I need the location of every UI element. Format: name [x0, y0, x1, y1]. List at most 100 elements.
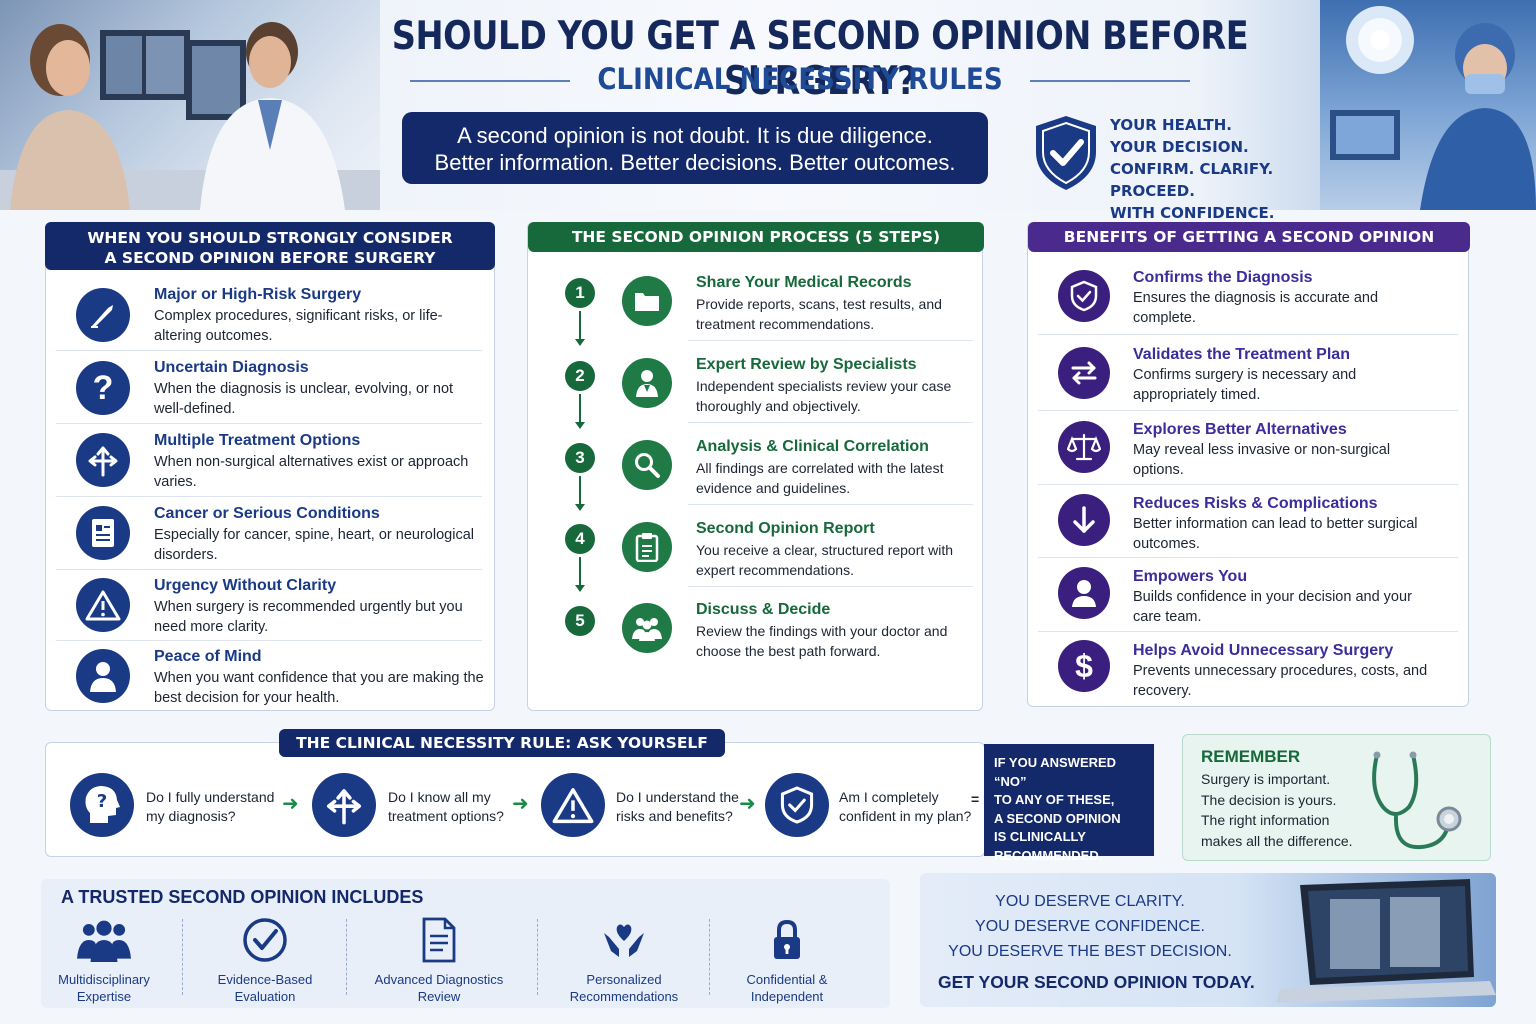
- step-arrowhead: [575, 339, 585, 346]
- benefit-title: Explores Better Alternatives: [1133, 421, 1347, 438]
- step-desc: You receive a clear, structured report w…: [696, 542, 954, 578]
- clipboard-icon: [622, 522, 672, 572]
- step-desc: Review the findings with your doctor and…: [696, 623, 948, 659]
- trusted-label: Expertise: [76, 989, 132, 1004]
- consider-heading: WHEN YOU SHOULD STRONGLY CONSIDER A SECO…: [45, 222, 495, 270]
- consider-item-desc: Complex procedures, significant risks, o…: [154, 308, 443, 344]
- divider: [537, 919, 538, 995]
- question-icon: ?: [76, 361, 130, 415]
- step-desc: Independent specialists review your case…: [696, 378, 952, 414]
- answer-line: A SECOND OPINION: [994, 810, 1121, 826]
- remember-line: The decision is yours.: [1201, 791, 1337, 808]
- consider-panel: WHEN YOU SHOULD STRONGLY CONSIDER A SECO…: [45, 222, 495, 711]
- shield-check-icon: [1032, 114, 1100, 192]
- benefit-title: Validates the Treatment Plan: [1133, 346, 1350, 363]
- consider-item-desc: Especially for cancer, spine, heart, or …: [154, 527, 474, 563]
- subtitle-divider-left: [410, 80, 570, 82]
- divider: [56, 350, 482, 351]
- divider: [56, 496, 482, 497]
- consider-item-title: Uncertain Diagnosis: [154, 359, 309, 376]
- closing-line: YOU DESERVE CONFIDENCE.: [975, 918, 1205, 935]
- equals-sign: =: [971, 791, 980, 807]
- trusted-item: Personalized Recommendations: [556, 915, 692, 1005]
- divider: [1038, 557, 1458, 558]
- question-line: treatment options?: [388, 808, 504, 824]
- divider: [56, 640, 482, 641]
- question-line: my diagnosis?: [146, 808, 236, 824]
- divider: [688, 504, 973, 505]
- person-icon: [1058, 567, 1110, 619]
- benefit-title: Reduces Risks & Complications: [1133, 495, 1378, 512]
- closing-lines: YOU DESERVE CLARITY. YOU DESERVE CONFIDE…: [920, 889, 1260, 964]
- stethoscope-icon: [1372, 751, 1462, 850]
- arrow-icon: ➜: [512, 793, 529, 815]
- trusted-includes-panel: A TRUSTED SECOND OPINION INCLUDES Multid…: [41, 879, 890, 1008]
- divider: [182, 919, 183, 995]
- trusted-label: Recommendations: [569, 989, 679, 1004]
- closing-line: YOU DESERVE THE BEST DECISION.: [948, 943, 1232, 960]
- answer-line: TO ANY OF THESE,: [994, 792, 1115, 807]
- answer-line: IF YOU ANSWERED “NO”: [994, 755, 1117, 789]
- divider: [346, 919, 347, 995]
- question-line: Do I know all my: [388, 789, 491, 805]
- divider: [709, 919, 710, 995]
- quote-line-2: Better information. Better decisions. Be…: [434, 150, 956, 175]
- benefit-desc: Builds confidence in your decision and y…: [1133, 589, 1412, 625]
- consider-heading-line-1: WHEN YOU SHOULD STRONGLY CONSIDER: [87, 229, 453, 247]
- closing-banner: YOU DESERVE CLARITY. YOU DESERVE CONFIDE…: [920, 873, 1496, 1007]
- shield-check-icon: [765, 773, 829, 837]
- consider-item-title: Cancer or Serious Conditions: [154, 505, 380, 522]
- consider-item-desc: When non-surgical alternatives exist or …: [154, 454, 469, 490]
- trusted-label: Personalized: [586, 972, 662, 987]
- health-line: YOUR DECISION.: [1110, 138, 1249, 156]
- split-arrows-icon: [76, 433, 130, 487]
- question-text: Do I know all my treatment options?: [388, 788, 504, 826]
- split-arrows-icon: [312, 773, 376, 837]
- trusted-item: Multidisciplinary Expertise: [49, 915, 159, 1005]
- doctor-icon: [622, 358, 672, 408]
- step-arrowhead: [575, 422, 585, 429]
- step-number: 4: [565, 524, 595, 554]
- health-line: CONFIRM. CLARIFY. PROCEED.: [1110, 160, 1274, 200]
- question-line: Am I completely: [839, 789, 939, 805]
- surgeon-operating-room-photo: [1320, 0, 1536, 210]
- trusted-title: A TRUSTED SECOND OPINION INCLUDES: [61, 887, 424, 907]
- benefit-desc: Ensures the diagnosis is accurate and co…: [1133, 290, 1379, 326]
- step-title: Discuss & Decide: [696, 601, 831, 618]
- step-arrowhead: [575, 585, 585, 592]
- scales-icon: [1058, 421, 1110, 473]
- step-arrowhead: [575, 504, 585, 511]
- answer-callout: IF YOU ANSWERED “NO” TO ANY OF THESE, A …: [984, 744, 1154, 863]
- main-title: SHOULD YOU GET A SECOND OPINION BEFORE S…: [391, 14, 1249, 104]
- health-line: YOUR HEALTH.: [1110, 116, 1232, 134]
- trusted-label: Evidence-Based: [217, 972, 313, 987]
- question-text: Do I understand the risks and benefits?: [616, 788, 739, 826]
- trusted-label: Independent: [750, 989, 824, 1004]
- get-second-opinion-cta[interactable]: GET YOUR SECOND OPINION TODAY.: [938, 972, 1255, 992]
- benefit-desc: May reveal less invasive or non-surgical…: [1133, 442, 1391, 478]
- team-icon: [622, 603, 672, 653]
- step-desc: All findings are correlated with the lat…: [696, 460, 944, 496]
- health-slogan: YOUR HEALTH. YOUR DECISION. CONFIRM. CLA…: [1110, 114, 1350, 224]
- divider: [688, 586, 973, 587]
- step-number: 5: [565, 606, 595, 636]
- magnifier-icon: [622, 440, 672, 490]
- divider: [56, 423, 482, 424]
- laptop-xray-image: [1276, 879, 1496, 1003]
- trusted-label: Multidisciplinary: [58, 972, 150, 987]
- doctor-consultation-photo: [0, 0, 380, 210]
- quote-banner: A second opinion is not doubt. It is due…: [402, 112, 988, 184]
- closing-line: YOU DESERVE CLARITY.: [995, 893, 1185, 910]
- benefit-desc: Confirms surgery is necessary and approp…: [1133, 367, 1357, 403]
- warning-icon: [541, 773, 605, 837]
- step-connector: [579, 476, 581, 504]
- head-question-icon: ?: [70, 773, 134, 837]
- trusted-item: Evidence-Based Evaluation: [209, 915, 321, 1005]
- step-title: Analysis & Clinical Correlation: [696, 438, 929, 455]
- benefit-title: Empowers You: [1133, 568, 1248, 585]
- trusted-label: Review: [417, 989, 461, 1004]
- divider: [1038, 334, 1458, 335]
- remember-line: Surgery is important.: [1201, 771, 1331, 787]
- arrow-icon: ➜: [739, 793, 756, 815]
- process-panel: THE SECOND OPINION PROCESS (5 STEPS) 1 S…: [527, 222, 984, 711]
